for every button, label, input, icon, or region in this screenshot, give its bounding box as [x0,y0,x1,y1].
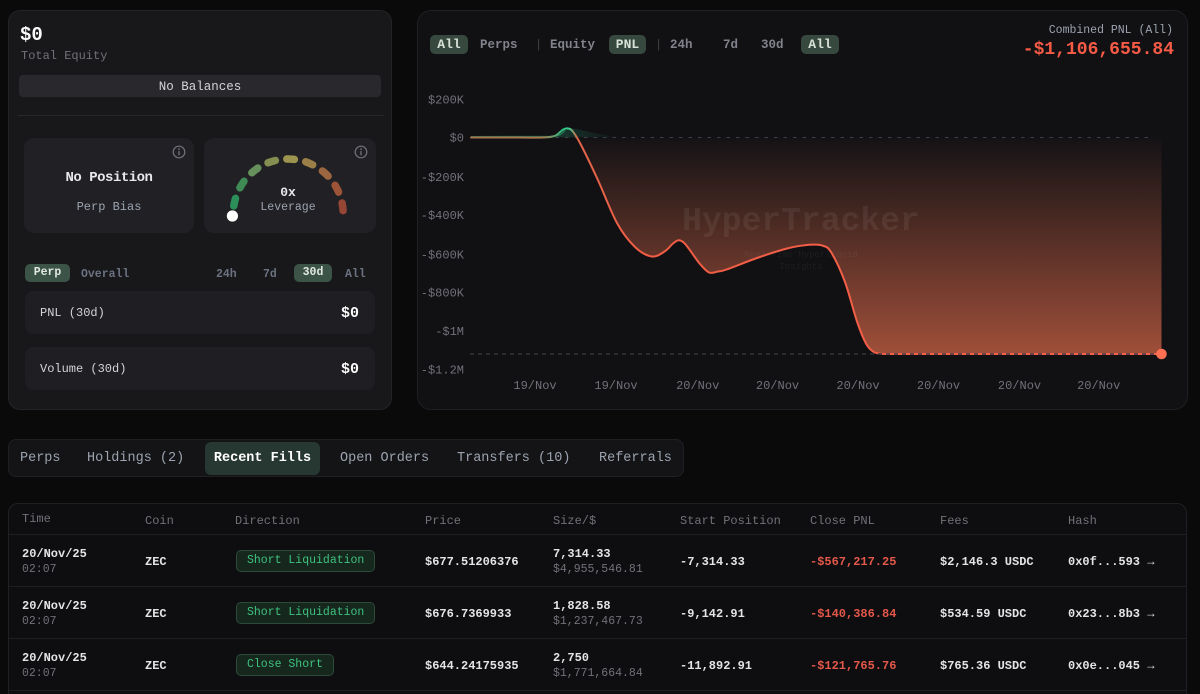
svg-text:Insights: Insights [779,262,822,272]
svg-text:20/Nov: 20/Nov [998,379,1041,393]
svg-text:20/Nov: 20/Nov [836,379,879,393]
svg-text:$0: $0 [450,132,464,146]
svg-text:19/Nov: 19/Nov [594,379,637,393]
svg-text:$200K: $200K [428,94,465,108]
svg-text:-$400K: -$400K [421,209,465,223]
svg-text:20/Nov: 20/Nov [676,379,719,393]
svg-text:-$200K: -$200K [421,171,465,185]
svg-text:-$1M: -$1M [435,325,464,339]
svg-text:20/Nov: 20/Nov [917,379,960,393]
svg-text:20/Nov: 20/Nov [756,379,799,393]
svg-text:20/Nov: 20/Nov [1077,379,1120,393]
svg-text:19/Nov: 19/Nov [513,379,556,393]
svg-text:Real-Time Hyperliquid: Real-Time Hyperliquid [744,250,857,260]
svg-text:-$600K: -$600K [421,249,465,263]
svg-text:-$1.2M: -$1.2M [421,364,464,378]
svg-text:HyperTracker: HyperTracker [682,203,920,240]
svg-text:-$800K: -$800K [421,287,465,301]
